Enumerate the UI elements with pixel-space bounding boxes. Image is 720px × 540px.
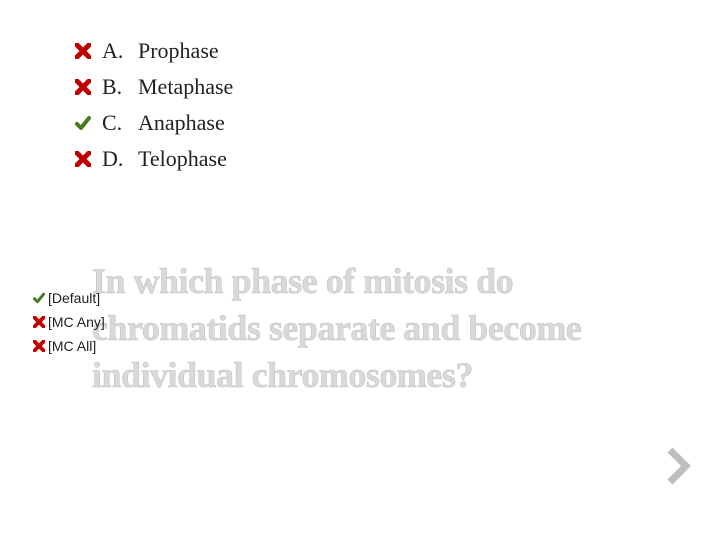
question-block: In which phase of mitosis do chromatids … bbox=[92, 258, 652, 398]
answer-text: Metaphase bbox=[138, 74, 233, 100]
answer-letter: D. bbox=[102, 146, 132, 172]
feedback-label: [MC Any] bbox=[48, 314, 105, 330]
answer-row: B. Metaphase bbox=[74, 72, 233, 102]
wrong-icon bbox=[32, 315, 46, 329]
question-text: In which phase of mitosis do chromatids … bbox=[92, 258, 652, 398]
answer-row: A. Prophase bbox=[74, 36, 233, 66]
answer-text: Telophase bbox=[138, 146, 227, 172]
answer-letter: A. bbox=[102, 38, 132, 64]
chevron-right-icon[interactable] bbox=[666, 446, 694, 486]
answer-text: Anaphase bbox=[138, 110, 225, 136]
correct-icon bbox=[74, 114, 92, 132]
correct-icon bbox=[32, 291, 46, 305]
wrong-icon bbox=[74, 78, 92, 96]
answer-letter: B. bbox=[102, 74, 132, 100]
wrong-icon bbox=[74, 42, 92, 60]
feedback-label: [Default] bbox=[48, 290, 100, 306]
answers-list: A. Prophase B. Metaphase C. Anaphase D. … bbox=[74, 36, 233, 180]
answer-text: Prophase bbox=[138, 38, 219, 64]
feedback-row: [Default] bbox=[32, 286, 105, 310]
feedback-row: [MC All] bbox=[32, 334, 105, 358]
feedback-row: [MC Any] bbox=[32, 310, 105, 334]
answer-letter: C. bbox=[102, 110, 132, 136]
wrong-icon bbox=[32, 339, 46, 353]
feedback-list: [Default] [MC Any] [MC All] bbox=[32, 286, 105, 358]
feedback-label: [MC All] bbox=[48, 338, 96, 354]
answer-row: C. Anaphase bbox=[74, 108, 233, 138]
wrong-icon bbox=[74, 150, 92, 168]
answer-row: D. Telophase bbox=[74, 144, 233, 174]
